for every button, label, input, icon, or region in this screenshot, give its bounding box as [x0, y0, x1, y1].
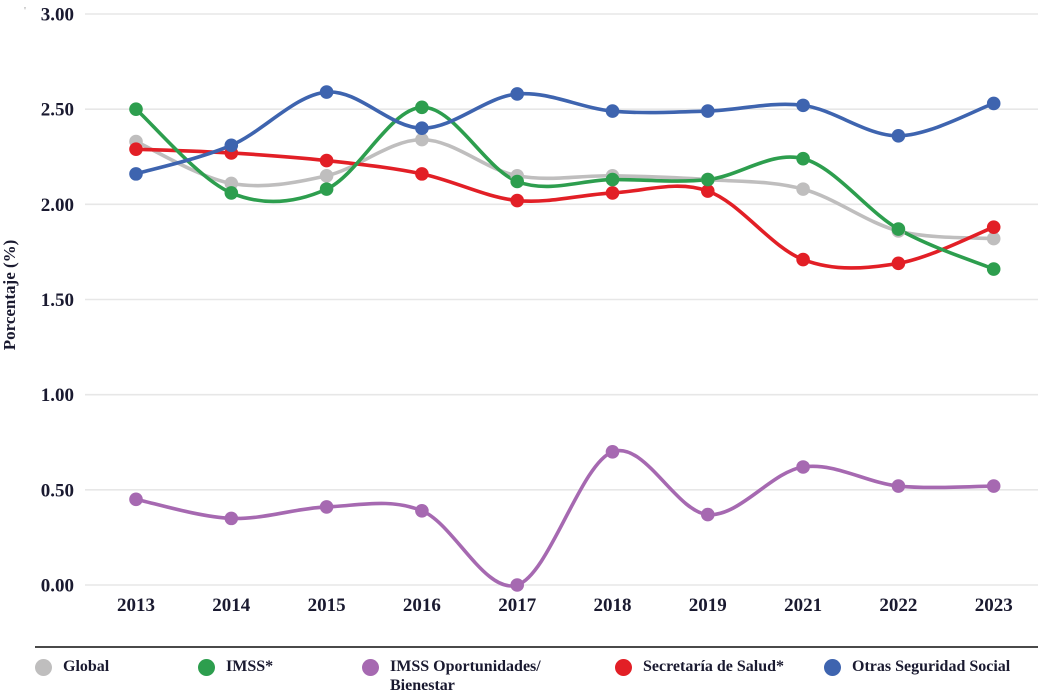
data-point [319, 500, 334, 514]
legend-marker-icon [198, 659, 215, 676]
legend-item: Otras Seguridad Social [824, 658, 1010, 677]
legend-label: IMSS Oportunidades/ Bienestar [390, 658, 541, 694]
legend-label: Secretaría de Salud* [643, 658, 785, 675]
legend-marker-icon [35, 659, 52, 676]
data-point [415, 503, 429, 518]
legend-item: IMSS* [198, 658, 273, 677]
data-point [605, 104, 620, 118]
y-axis-title: Porcentaje (%) [0, 240, 19, 351]
data-point [415, 121, 429, 136]
y-tick-label: 0.50 [41, 480, 74, 501]
x-axis-tick-labels: 2013 2014 2015 2016 2017 2018 2019 2021 2022 2023 [117, 595, 1013, 616]
series-markers-3 [129, 142, 1001, 271]
data-point [986, 262, 1001, 276]
x-tick-label: 2018 [594, 595, 632, 616]
data-point [129, 167, 143, 181]
x-tick-label: 2021 [784, 595, 822, 616]
legend-marker-icon [824, 659, 841, 676]
x-tick-label: 2019 [689, 595, 727, 616]
series-line-4 [134, 90, 996, 176]
series-markers-2 [129, 444, 1001, 592]
data-point [796, 151, 810, 166]
data-point [510, 193, 524, 208]
series-line-2 [134, 448, 996, 588]
series-line-3 [134, 147, 996, 270]
data-point [129, 142, 143, 156]
y-tick-label: 2.00 [41, 195, 74, 216]
data-point [986, 220, 1001, 234]
data-point [510, 578, 524, 592]
gridlines [85, 13, 1038, 586]
legend-marker-icon [615, 659, 632, 676]
y-tick-label: 0.00 [41, 576, 74, 597]
y-tick-label: 1.50 [41, 290, 74, 311]
data-point [319, 85, 334, 99]
data-point [891, 222, 906, 236]
y-tick-label: 3.00 [41, 5, 74, 26]
data-point [891, 256, 906, 271]
legend-item: IMSS Oportunidades/ Bienestar [362, 658, 541, 696]
data-point [319, 168, 334, 183]
data-point [701, 507, 715, 522]
x-tick-label: 2022 [879, 595, 917, 616]
data-point [796, 182, 810, 196]
data-point [224, 176, 239, 191]
series-line-0 [134, 137, 996, 241]
data-point [891, 129, 906, 143]
x-tick-label: 2017 [498, 595, 537, 616]
series-markers [129, 85, 1001, 592]
data-point [986, 479, 1001, 493]
y-tick-label: 2.50 [41, 100, 74, 121]
legend-label: Otras Seguridad Social [852, 658, 1011, 675]
data-point [605, 444, 620, 459]
data-point [224, 186, 239, 200]
data-point [701, 184, 715, 198]
data-point [224, 511, 239, 526]
legend-marker-icon [362, 659, 379, 676]
series-markers-1 [129, 100, 1001, 276]
data-point [796, 460, 810, 474]
data-point [986, 231, 1001, 246]
legend-item: Global [35, 658, 109, 677]
data-point [605, 186, 620, 200]
data-point [796, 98, 810, 113]
y-tick-label: 1.00 [41, 385, 74, 406]
series-markers-4 [129, 85, 1001, 181]
x-tick-label: 2023 [975, 595, 1013, 616]
data-point [415, 100, 429, 115]
x-tick-label: 2013 [117, 595, 155, 616]
series-lines [134, 90, 996, 588]
data-point [129, 492, 143, 507]
legend-divider [35, 646, 1038, 648]
data-point [605, 172, 620, 187]
data-point [415, 167, 429, 181]
data-point [510, 87, 524, 101]
data-point [891, 479, 906, 493]
data-point [415, 132, 429, 147]
series-line-1 [134, 105, 996, 271]
data-point [796, 252, 810, 267]
data-point [701, 104, 715, 118]
data-point [701, 172, 715, 187]
x-tick-label: 2016 [403, 595, 441, 616]
x-tick-label: 2014 [212, 595, 251, 616]
data-point [319, 153, 334, 168]
legend-label: Global [63, 658, 110, 675]
x-tick-label: 2015 [308, 595, 346, 616]
data-point [319, 182, 334, 196]
data-point [986, 96, 1001, 111]
data-point [224, 138, 239, 153]
series-markers-0 [129, 132, 1001, 246]
data-point [129, 102, 143, 116]
data-point [510, 174, 524, 189]
legend-label: IMSS* [226, 658, 274, 675]
legend-item: Secretaría de Salud* [615, 658, 784, 677]
stray-mark: ' [24, 5, 26, 17]
y-axis-tick-labels: 0.00 0.50 1.00 1.50 2.00 2.50 3.00 [41, 5, 74, 597]
